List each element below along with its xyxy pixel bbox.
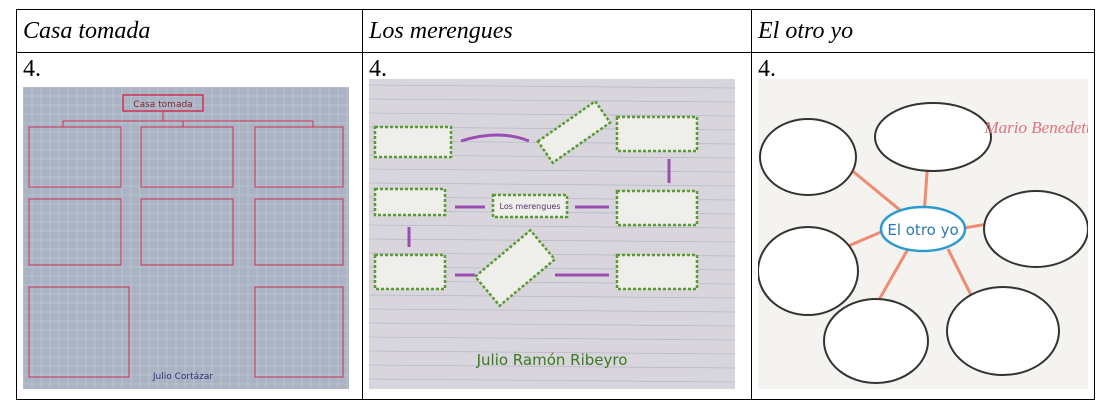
paper-line: [369, 378, 735, 383]
photo-el-otro-yo: El otro yo Mario Benedetti: [758, 79, 1088, 389]
body-row: 4. Casa tomada Julio Cortázar 4.: [16, 52, 1095, 400]
photo-author: Mario Benedetti: [984, 118, 1088, 137]
paper-line: [369, 84, 735, 89]
paper-line: [369, 322, 735, 327]
photo-center-text: El otro yo: [887, 221, 958, 239]
header-row: Casa tomada Los merengues El otro yo: [16, 9, 1095, 53]
body-cell: 4. Casa tomada Julio Cortázar: [16, 52, 363, 400]
paper-line: [369, 350, 735, 355]
paper-line: [369, 112, 735, 117]
document-table: Casa tomada Los merengues El otro yo 4. …: [16, 9, 1095, 400]
paper-line: [369, 168, 735, 173]
paper-line: [369, 224, 735, 229]
paper-line: [369, 182, 735, 187]
photo-author: Julio Ramón Ribeyro: [476, 351, 628, 369]
photo-casa-tomada: Casa tomada Julio Cortázar: [23, 87, 349, 389]
paper-line: [369, 364, 735, 369]
photo-los-merengues: Los merengues Julio Ramón Ribeyro: [369, 79, 735, 389]
cell-text: 4.: [369, 56, 387, 82]
photo-box-text: Los merengues: [500, 202, 561, 211]
paper-line: [369, 98, 735, 103]
paper-line: [369, 308, 735, 313]
header-cell: El otro yo: [751, 9, 1095, 53]
body-cell: 4. Los merengues: [362, 52, 752, 400]
paper-line: [369, 238, 735, 243]
paper-line: [369, 294, 735, 299]
header-cell: Casa tomada: [16, 9, 363, 53]
cell-text: 4.: [758, 56, 776, 82]
body-cell: 4. El otro yo Mario Benedetti: [751, 52, 1095, 400]
photo-title: Casa tomada: [133, 100, 192, 110]
header-cell: Los merengues: [362, 9, 752, 53]
cell-text: 4.: [23, 56, 41, 82]
paper-line: [369, 336, 735, 341]
photo-author: Julio Cortázar: [152, 372, 214, 382]
